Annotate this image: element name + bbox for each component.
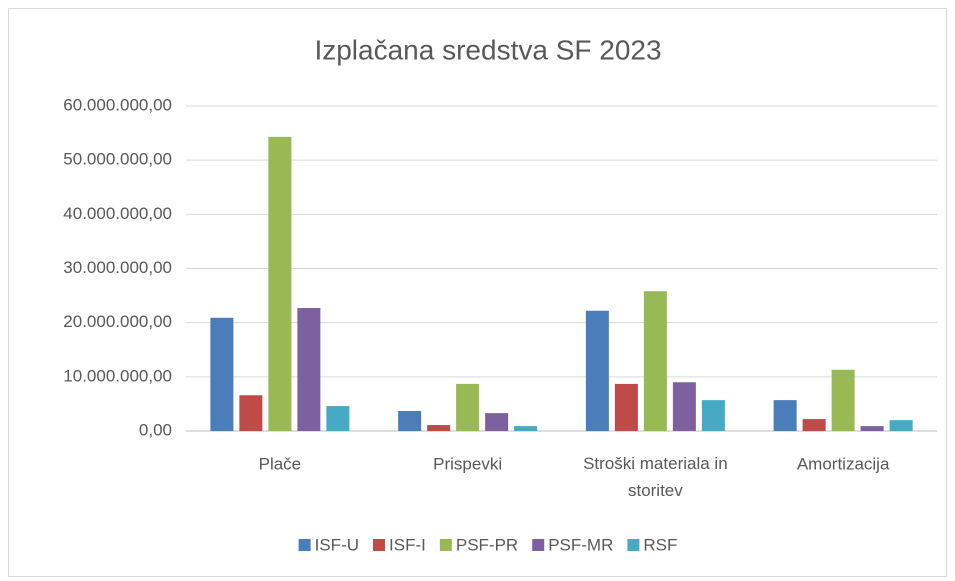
bar — [427, 425, 451, 431]
bar — [860, 426, 884, 431]
legend-label: RSF — [643, 535, 677, 554]
bar — [831, 369, 855, 431]
bar — [239, 395, 263, 431]
y-tick-label: 20.000.000,00 — [63, 312, 172, 331]
bar — [643, 291, 667, 431]
x-tick-label: Stroški materiala in storitev — [583, 454, 728, 500]
bar — [773, 400, 797, 431]
legend-swatch — [627, 539, 640, 551]
y-tick-label: 30.000.000,00 — [63, 258, 172, 277]
x-tick-label: Plače — [259, 454, 302, 473]
y-tick-label: 10.000.000,00 — [63, 366, 172, 385]
bar — [456, 383, 480, 431]
bar — [701, 400, 725, 431]
y-tick-label: 0,00 — [139, 420, 172, 439]
x-tick-label: Prispevki — [433, 454, 502, 473]
bar — [297, 308, 321, 431]
bar — [889, 420, 913, 431]
legend-label: PSF-MR — [548, 535, 613, 554]
x-tick-label: Amortizacija — [797, 454, 890, 473]
legend-swatch — [373, 539, 386, 551]
bar — [514, 426, 538, 431]
y-tick-label: 60.000.000,00 — [63, 95, 172, 114]
bar — [672, 382, 696, 431]
bar — [398, 410, 422, 431]
bar — [210, 317, 234, 431]
bar — [585, 310, 609, 431]
bar — [485, 413, 509, 431]
legend: ISF-U ISF-I PSF-PR PSF-MR RSF — [298, 535, 677, 554]
legend-label: ISF-U — [315, 535, 359, 554]
legend-swatch — [298, 539, 311, 551]
chart-title: Izplačana sredstva SF 2023 — [314, 34, 661, 65]
bar — [268, 136, 292, 431]
bar — [802, 419, 826, 431]
bar — [326, 406, 350, 431]
legend-label: PSF-PR — [456, 535, 518, 554]
y-tick-label: 40.000.000,00 — [63, 204, 172, 223]
legend-swatch — [439, 539, 452, 551]
bar — [614, 383, 638, 431]
legend-label: ISF-I — [389, 535, 426, 554]
legend-swatch — [532, 539, 545, 551]
y-tick-label: 50.000.000,00 — [63, 150, 172, 169]
chart-frame — [8, 8, 947, 577]
